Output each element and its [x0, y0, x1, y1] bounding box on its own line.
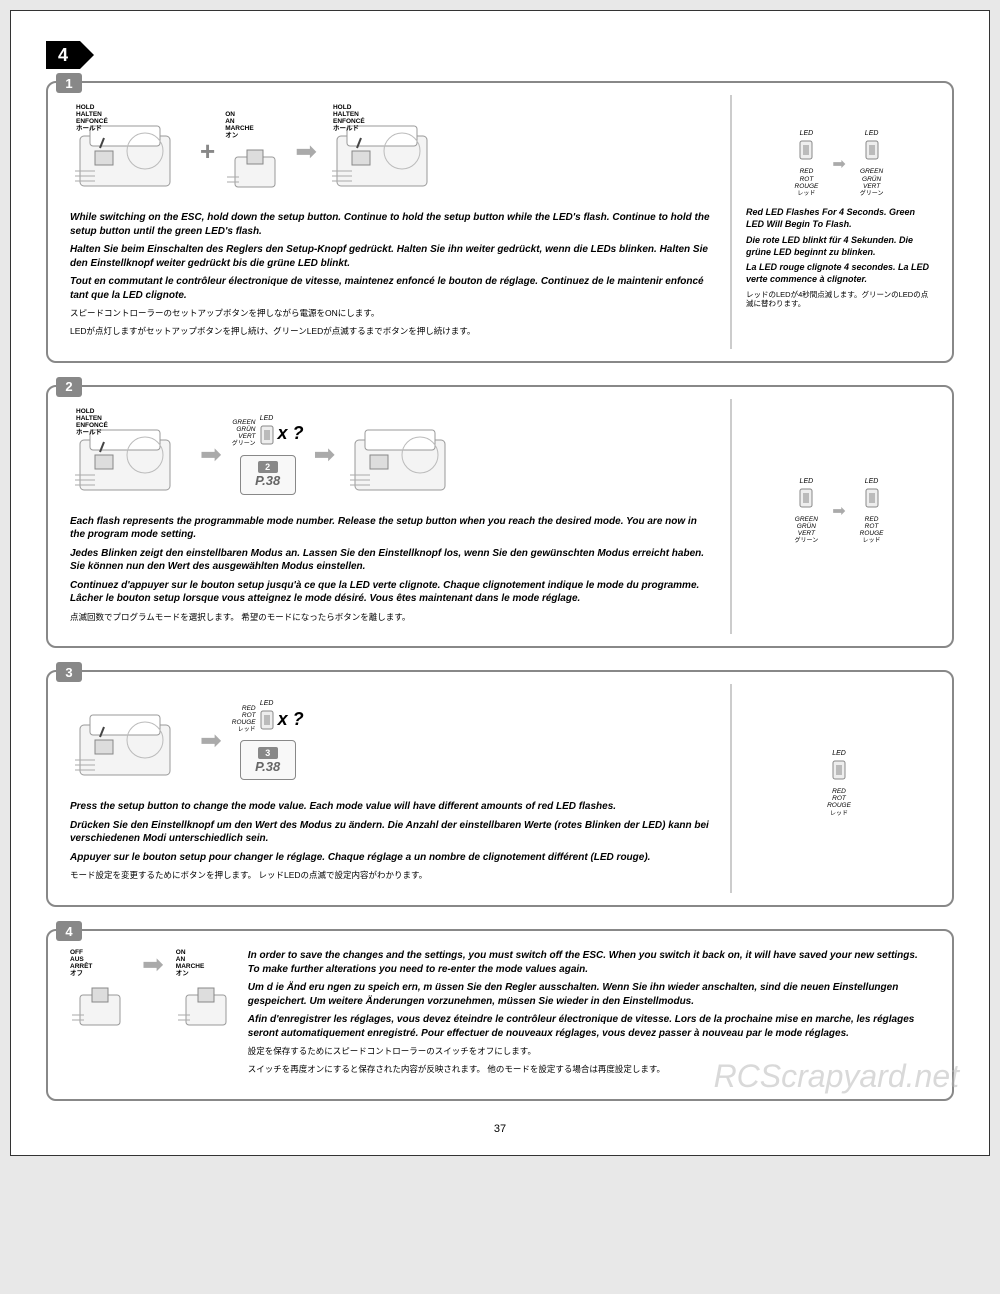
esc-diagram-hold-3: HOLDHALTENENFONCÉホールド — [70, 410, 190, 500]
arrow-icon: ➡ — [142, 949, 164, 980]
step-1-side: LED REDROTROUGEレッド ➡ LED GREENGRÜNVERTグリ… — [730, 95, 940, 349]
xq-label: x ? — [278, 423, 304, 444]
step-4-main: OFFAUSARRÊTオフ ➡ ONANMARCHEオン In order to… — [60, 943, 940, 1087]
page-ref-2: GREENGRÜNVERTグリーン LED x ? 2 P.38 — [232, 415, 304, 495]
arrow-icon: ➡ — [200, 725, 222, 756]
led-row-1: LED REDROTROUGEレッド ➡ LED GREENGRÜNVERTグリ… — [746, 130, 932, 197]
led-red: LED REDROTROUGEレッド — [795, 130, 819, 197]
on-label: ONANMARCHEオン — [225, 111, 285, 140]
led-red-3: LED REDROTROUGEレッド — [827, 750, 851, 817]
manual-page: 4 1 HOLDHALTENENFONCÉホールド + ONANMARCHEオン — [10, 10, 990, 1156]
esc-diagram-hold: HOLDHALTENENFONCÉホールド — [70, 106, 190, 196]
step-2-box: 2 HOLDHALTENENFONCÉホールド ➡ GREENGRÜNVERTグ… — [46, 385, 954, 649]
page-number: 37 — [46, 1123, 954, 1135]
step-3-diagram-row: ➡ REDROTROUGEレッド LED x ? 3 — [70, 690, 712, 790]
arrow-sm-icon: ➡ — [832, 154, 845, 174]
step-1-de: Halten Sie beim Einschalten des Reglers … — [70, 243, 712, 270]
step-4-box: 4 OFFAUSARRÊTオフ ➡ ONANMARCHEオン In order … — [46, 929, 954, 1101]
step-1-jp2: LEDが点灯しますがセットアップボタンを押し続け、グリーンLEDが点滅するまでボ… — [70, 325, 712, 338]
step-2-side: LED GREENGRÜNVERTグリーン ➡ LED REDROTROUGEレ… — [730, 399, 940, 635]
step-2-badge: 2 — [56, 377, 82, 397]
arrow-icon: ➡ — [200, 439, 222, 470]
step-4-badge: 4 — [56, 921, 82, 941]
led-row-3: LED REDROTROUGEレッド — [746, 750, 932, 817]
esc-diagram-release — [345, 410, 465, 500]
hold-label: HOLDHALTENENFONCÉホールド — [76, 104, 108, 133]
step-4-text: In order to save the changes and the set… — [248, 949, 930, 1081]
step-1-box: 1 HOLDHALTENENFONCÉホールド + ONANMARCHEオン ➡ — [46, 81, 954, 363]
step-1-jp1: スピードコントローラーのセットアップボタンを押しながら電源をONにします。 — [70, 307, 712, 320]
arrow-sm-icon: ➡ — [832, 501, 845, 521]
arrow-icon: ➡ — [295, 136, 317, 167]
led-row-2: LED GREENGRÜNVERTグリーン ➡ LED REDROTROUGEレ… — [746, 478, 932, 545]
step-1-main: HOLDHALTENENFONCÉホールド + ONANMARCHEオン ➡ H… — [60, 95, 722, 349]
section-number-badge: 4 — [46, 41, 80, 69]
step-2-diagram-row: HOLDHALTENENFONCÉホールド ➡ GREENGRÜNVERTグリー… — [70, 405, 712, 505]
hold-label-2: HOLDHALTENENFONCÉホールド — [333, 104, 365, 133]
step-1-text: While switching on the ESC, hold down th… — [70, 211, 712, 338]
step-3-box: 3 ➡ REDROTROUGEレッド LED x — [46, 670, 954, 907]
led-green: LED GREENGRÜNVERTグリーン — [860, 130, 884, 197]
led-green-2: LED GREENGRÜNVERTグリーン — [795, 478, 819, 545]
led-red-2: LED REDROTROUGEレッド — [860, 478, 884, 545]
book-ref-icon: 3 P.38 — [240, 740, 296, 780]
xq-label: x ? — [278, 709, 304, 730]
hold-label-3: HOLDHALTENENFONCÉホールド — [76, 408, 108, 437]
step-3-badge: 3 — [56, 662, 82, 682]
step-3-side: LED REDROTROUGEレッド — [730, 684, 940, 893]
step-3-text: Press the setup button to change the mod… — [70, 800, 712, 882]
step-2-text: Each flash represents the programmable m… — [70, 515, 712, 624]
step-1-badge: 1 — [56, 73, 82, 93]
step-1-side-text: Red LED Flashes For 4 Seconds. Green LED… — [746, 207, 932, 313]
step-1-diagram-row: HOLDHALTENENFONCÉホールド + ONANMARCHEオン ➡ H… — [70, 101, 712, 201]
switch-on: ONANMARCHEオン — [225, 111, 285, 191]
step-1-en: While switching on the ESC, hold down th… — [70, 211, 712, 238]
esc-diagram-press — [70, 695, 190, 785]
book-ref-icon: 2 P.38 — [240, 455, 296, 495]
step-3-main: ➡ REDROTROUGEレッド LED x ? 3 — [60, 684, 722, 893]
step-1-fr: Tout en commutant le contrôleur électron… — [70, 275, 712, 302]
switch-off: OFFAUSARRÊTオフ — [70, 949, 130, 1029]
page-ref-3: REDROTROUGEレッド LED x ? 3 P.38 — [232, 700, 304, 780]
esc-diagram-hold-2: HOLDHALTENENFONCÉホールド — [327, 106, 447, 196]
led-red-ref: REDROTROUGEレッド — [232, 705, 256, 734]
step-2-main: HOLDHALTENENFONCÉホールド ➡ GREENGRÜNVERTグリー… — [60, 399, 722, 635]
arrow-icon: ➡ — [314, 439, 336, 470]
plus-icon: + — [200, 136, 215, 167]
switch-on-4: ONANMARCHEオン — [176, 949, 236, 1029]
led-green-ref: GREENGRÜNVERTグリーン — [232, 419, 256, 448]
